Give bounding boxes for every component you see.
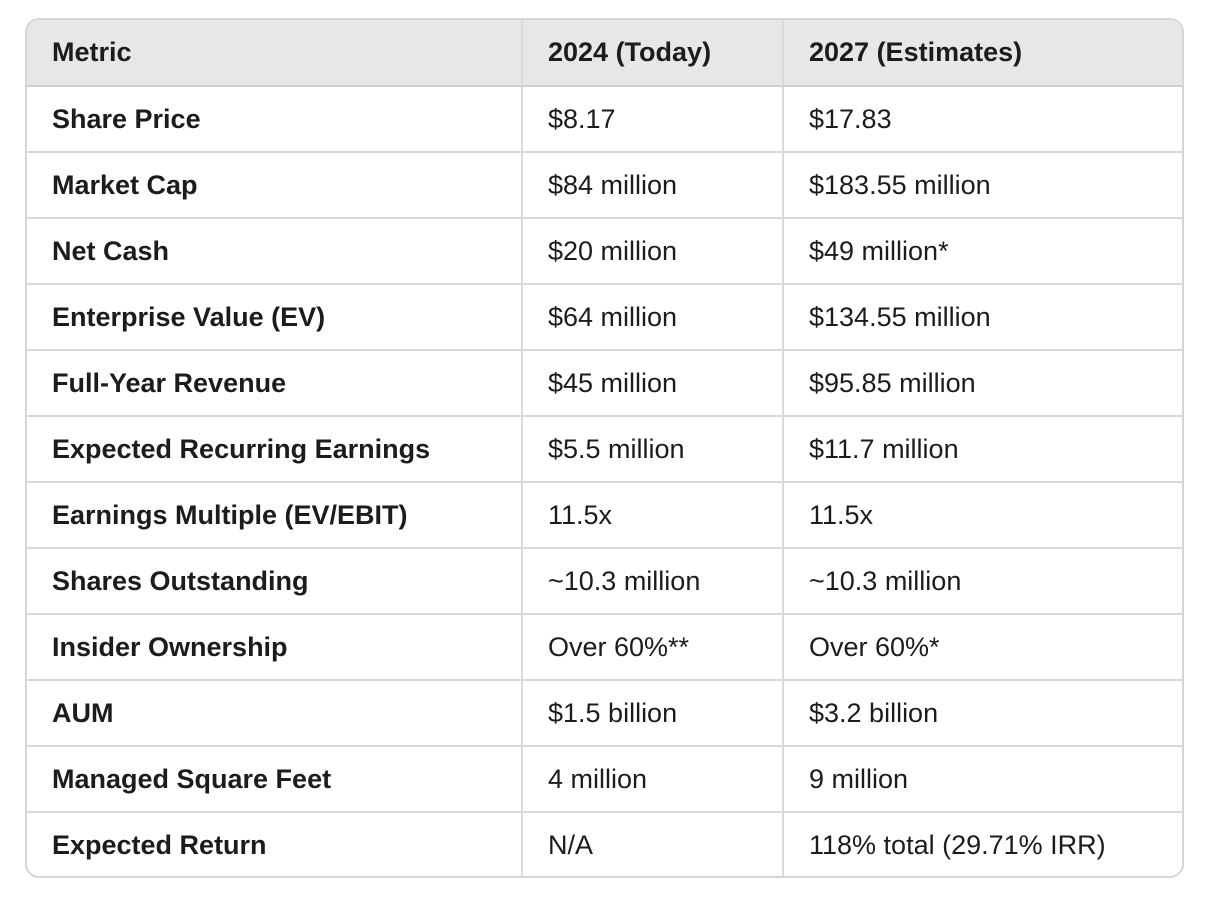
table-body: Share Price $8.17 $17.83 Market Cap $84 …	[27, 86, 1182, 876]
metric-cell: Full-Year Revenue	[27, 350, 523, 417]
value-2027-cell: ~10.3 million	[783, 548, 1182, 615]
metric-cell: Market Cap	[27, 152, 523, 219]
value-2024-cell: $45 million	[522, 350, 784, 417]
value-2024-cell: 11.5x	[522, 482, 784, 549]
metric-cell: Shares Outstanding	[27, 548, 523, 615]
table-row: Expected Return N/A 118% total (29.71% I…	[27, 812, 1182, 876]
value-2027-cell: 11.5x	[783, 482, 1182, 549]
table-row: Share Price $8.17 $17.83	[27, 86, 1182, 153]
metric-cell: Expected Return	[27, 812, 523, 876]
table-row: Earnings Multiple (EV/EBIT) 11.5x 11.5x	[27, 482, 1182, 549]
value-2024-cell: $5.5 million	[522, 416, 784, 483]
metric-cell: Insider Ownership	[27, 614, 523, 681]
value-2024-cell: $1.5 billion	[522, 680, 784, 747]
value-2024-cell: $84 million	[522, 152, 784, 219]
table-row: Market Cap $84 million $183.55 million	[27, 152, 1182, 219]
metric-cell: AUM	[27, 680, 523, 747]
table-header-row: Metric 2024 (Today) 2027 (Estimates)	[27, 20, 1182, 87]
value-2027-cell: $11.7 million	[783, 416, 1182, 483]
table-row: AUM $1.5 billion $3.2 billion	[27, 680, 1182, 747]
value-2027-cell: 118% total (29.71% IRR)	[809, 830, 1106, 860]
metric-cell: Enterprise Value (EV)	[27, 284, 523, 351]
value-2024-cell: ~10.3 million	[522, 548, 784, 615]
value-2027-cell: Over 60%*	[783, 614, 1182, 681]
table-row: Managed Square Feet 4 million 9 million	[27, 746, 1182, 813]
table-row: Net Cash $20 million $49 million*	[27, 218, 1182, 285]
value-2027-cell: $183.55 million	[783, 152, 1182, 219]
value-2027-cell: 9 million	[783, 746, 1182, 813]
metric-cell: Expected Recurring Earnings	[27, 416, 523, 483]
value-2027-cell: $17.83	[783, 86, 1182, 153]
header-2024-today: 2024 (Today)	[522, 20, 784, 87]
value-2024-cell: 4 million	[522, 746, 784, 813]
table-row: Enterprise Value (EV) $64 million $134.5…	[27, 284, 1182, 351]
value-2027-cell: $95.85 million	[783, 350, 1182, 417]
metric-cell: Share Price	[27, 86, 523, 153]
table-row: Full-Year Revenue $45 million $95.85 mil…	[27, 350, 1182, 417]
table-row: Expected Recurring Earnings $5.5 million…	[27, 416, 1182, 483]
value-2024-cell: $20 million	[522, 218, 784, 285]
value-2027-cell: $3.2 billion	[783, 680, 1182, 747]
value-2024-cell: $8.17	[522, 86, 784, 153]
value-2024-cell: N/A	[522, 812, 784, 876]
header-metric: Metric	[27, 20, 523, 87]
metrics-table-container: Metric 2024 (Today) 2027 (Estimates) Sha…	[25, 18, 1184, 878]
value-2027-cell: $134.55 million	[783, 284, 1182, 351]
table-row: Insider Ownership Over 60%** Over 60%*	[27, 614, 1182, 681]
value-2027-cell: $49 million*	[783, 218, 1182, 285]
metric-cell: Net Cash	[27, 218, 523, 285]
metric-cell: Managed Square Feet	[27, 746, 523, 813]
value-2024-cell: $64 million	[522, 284, 784, 351]
header-2027-estimates: 2027 (Estimates)	[783, 20, 1182, 87]
value-2024-cell: Over 60%**	[522, 614, 784, 681]
table-header: Metric 2024 (Today) 2027 (Estimates)	[27, 20, 1182, 87]
metric-cell: Earnings Multiple (EV/EBIT)	[27, 482, 523, 549]
table-row: Shares Outstanding ~10.3 million ~10.3 m…	[27, 548, 1182, 615]
metrics-table: Metric 2024 (Today) 2027 (Estimates) Sha…	[27, 20, 1182, 876]
